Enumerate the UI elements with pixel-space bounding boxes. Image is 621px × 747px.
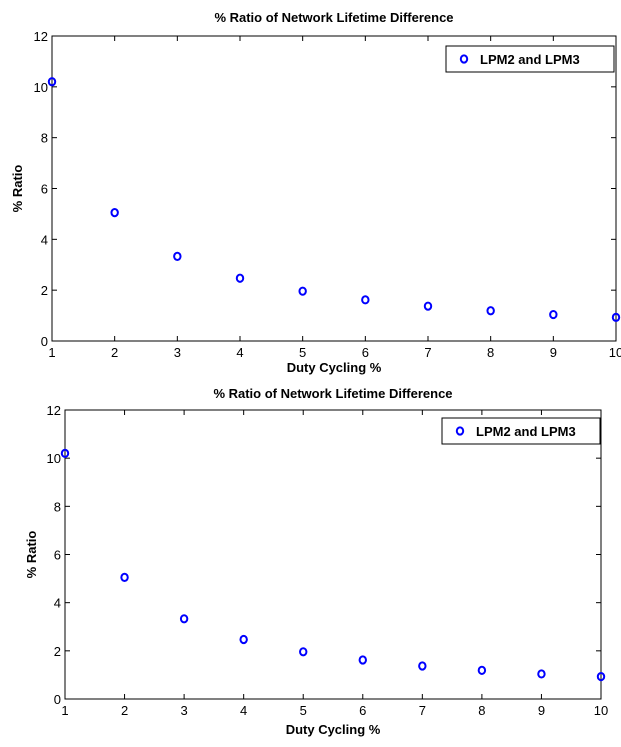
x-tick-label: 8	[478, 703, 485, 718]
data-point	[298, 286, 307, 296]
x-tick-label: 4	[240, 703, 247, 718]
x-tick-label: 4	[236, 345, 243, 360]
data-point	[418, 661, 427, 671]
y-tick-label: 0	[41, 334, 48, 349]
y-axis-label: % Ratio	[24, 531, 39, 579]
data-point	[423, 301, 433, 311]
x-tick-label: 3	[180, 703, 187, 718]
x-tick-label: 9	[538, 703, 545, 718]
x-axis-label: Duty Cycling %	[286, 722, 381, 737]
x-tick-label: 6	[362, 345, 369, 360]
data-point	[486, 306, 495, 316]
y-axis-label: % Ratio	[10, 165, 25, 213]
data-point	[47, 77, 57, 87]
data-point	[60, 448, 70, 458]
plot-area	[64, 409, 602, 700]
x-tick-label: 7	[419, 703, 426, 718]
plot-area	[51, 35, 617, 342]
x-tick-label: 10	[609, 345, 621, 360]
data-point	[110, 208, 119, 218]
y-tick-label: 8	[54, 499, 61, 514]
legend-marker	[459, 54, 469, 64]
legend-box	[445, 45, 615, 73]
data-point	[358, 655, 367, 665]
x-tick-label: 9	[550, 345, 557, 360]
data-point	[179, 614, 189, 624]
legend-label: LPM2 and LPM3	[480, 52, 580, 67]
x-tick-label: 5	[299, 345, 306, 360]
chart-title: % Ratio of Network Lifetime Difference	[213, 386, 452, 401]
x-tick-label: 3	[174, 345, 181, 360]
x-tick-label: 7	[424, 345, 431, 360]
data-point	[477, 665, 487, 675]
data-point	[239, 634, 248, 645]
data-point	[173, 251, 182, 261]
data-point	[361, 295, 370, 305]
y-tick-label: 10	[34, 80, 48, 95]
x-tick-label: 10	[594, 703, 608, 718]
x-tick-label: 6	[359, 703, 366, 718]
x-tick-label: 8	[487, 345, 494, 360]
x-tick-label: 2	[111, 345, 118, 360]
y-tick-label: 8	[41, 131, 48, 146]
y-tick-label: 4	[54, 596, 61, 611]
y-tick-label: 2	[54, 644, 61, 659]
chart-title: % Ratio of Network Lifetime Difference	[214, 10, 453, 25]
x-tick-label: 2	[121, 703, 128, 718]
x-tick-label: 1	[61, 703, 68, 718]
y-tick-label: 2	[41, 283, 48, 298]
legend-box	[441, 417, 601, 445]
data-point	[596, 672, 606, 682]
x-axis-label: Duty Cycling %	[287, 360, 382, 375]
y-tick-label: 12	[34, 29, 48, 44]
x-tick-label: 5	[300, 703, 307, 718]
legend-label: LPM2 and LPM3	[476, 424, 576, 439]
data-point	[235, 273, 245, 283]
y-tick-label: 0	[54, 692, 61, 707]
y-tick-label: 6	[41, 182, 48, 197]
data-point	[611, 312, 621, 322]
x-tick-label: 1	[48, 345, 55, 360]
data-point	[537, 669, 546, 679]
data-point	[120, 572, 129, 582]
y-tick-label: 12	[47, 403, 61, 418]
y-tick-label: 4	[41, 232, 48, 247]
data-point	[549, 309, 558, 320]
y-tick-label: 10	[47, 451, 61, 466]
legend-marker	[455, 426, 465, 436]
data-point	[299, 647, 308, 657]
y-tick-label: 6	[54, 548, 61, 563]
